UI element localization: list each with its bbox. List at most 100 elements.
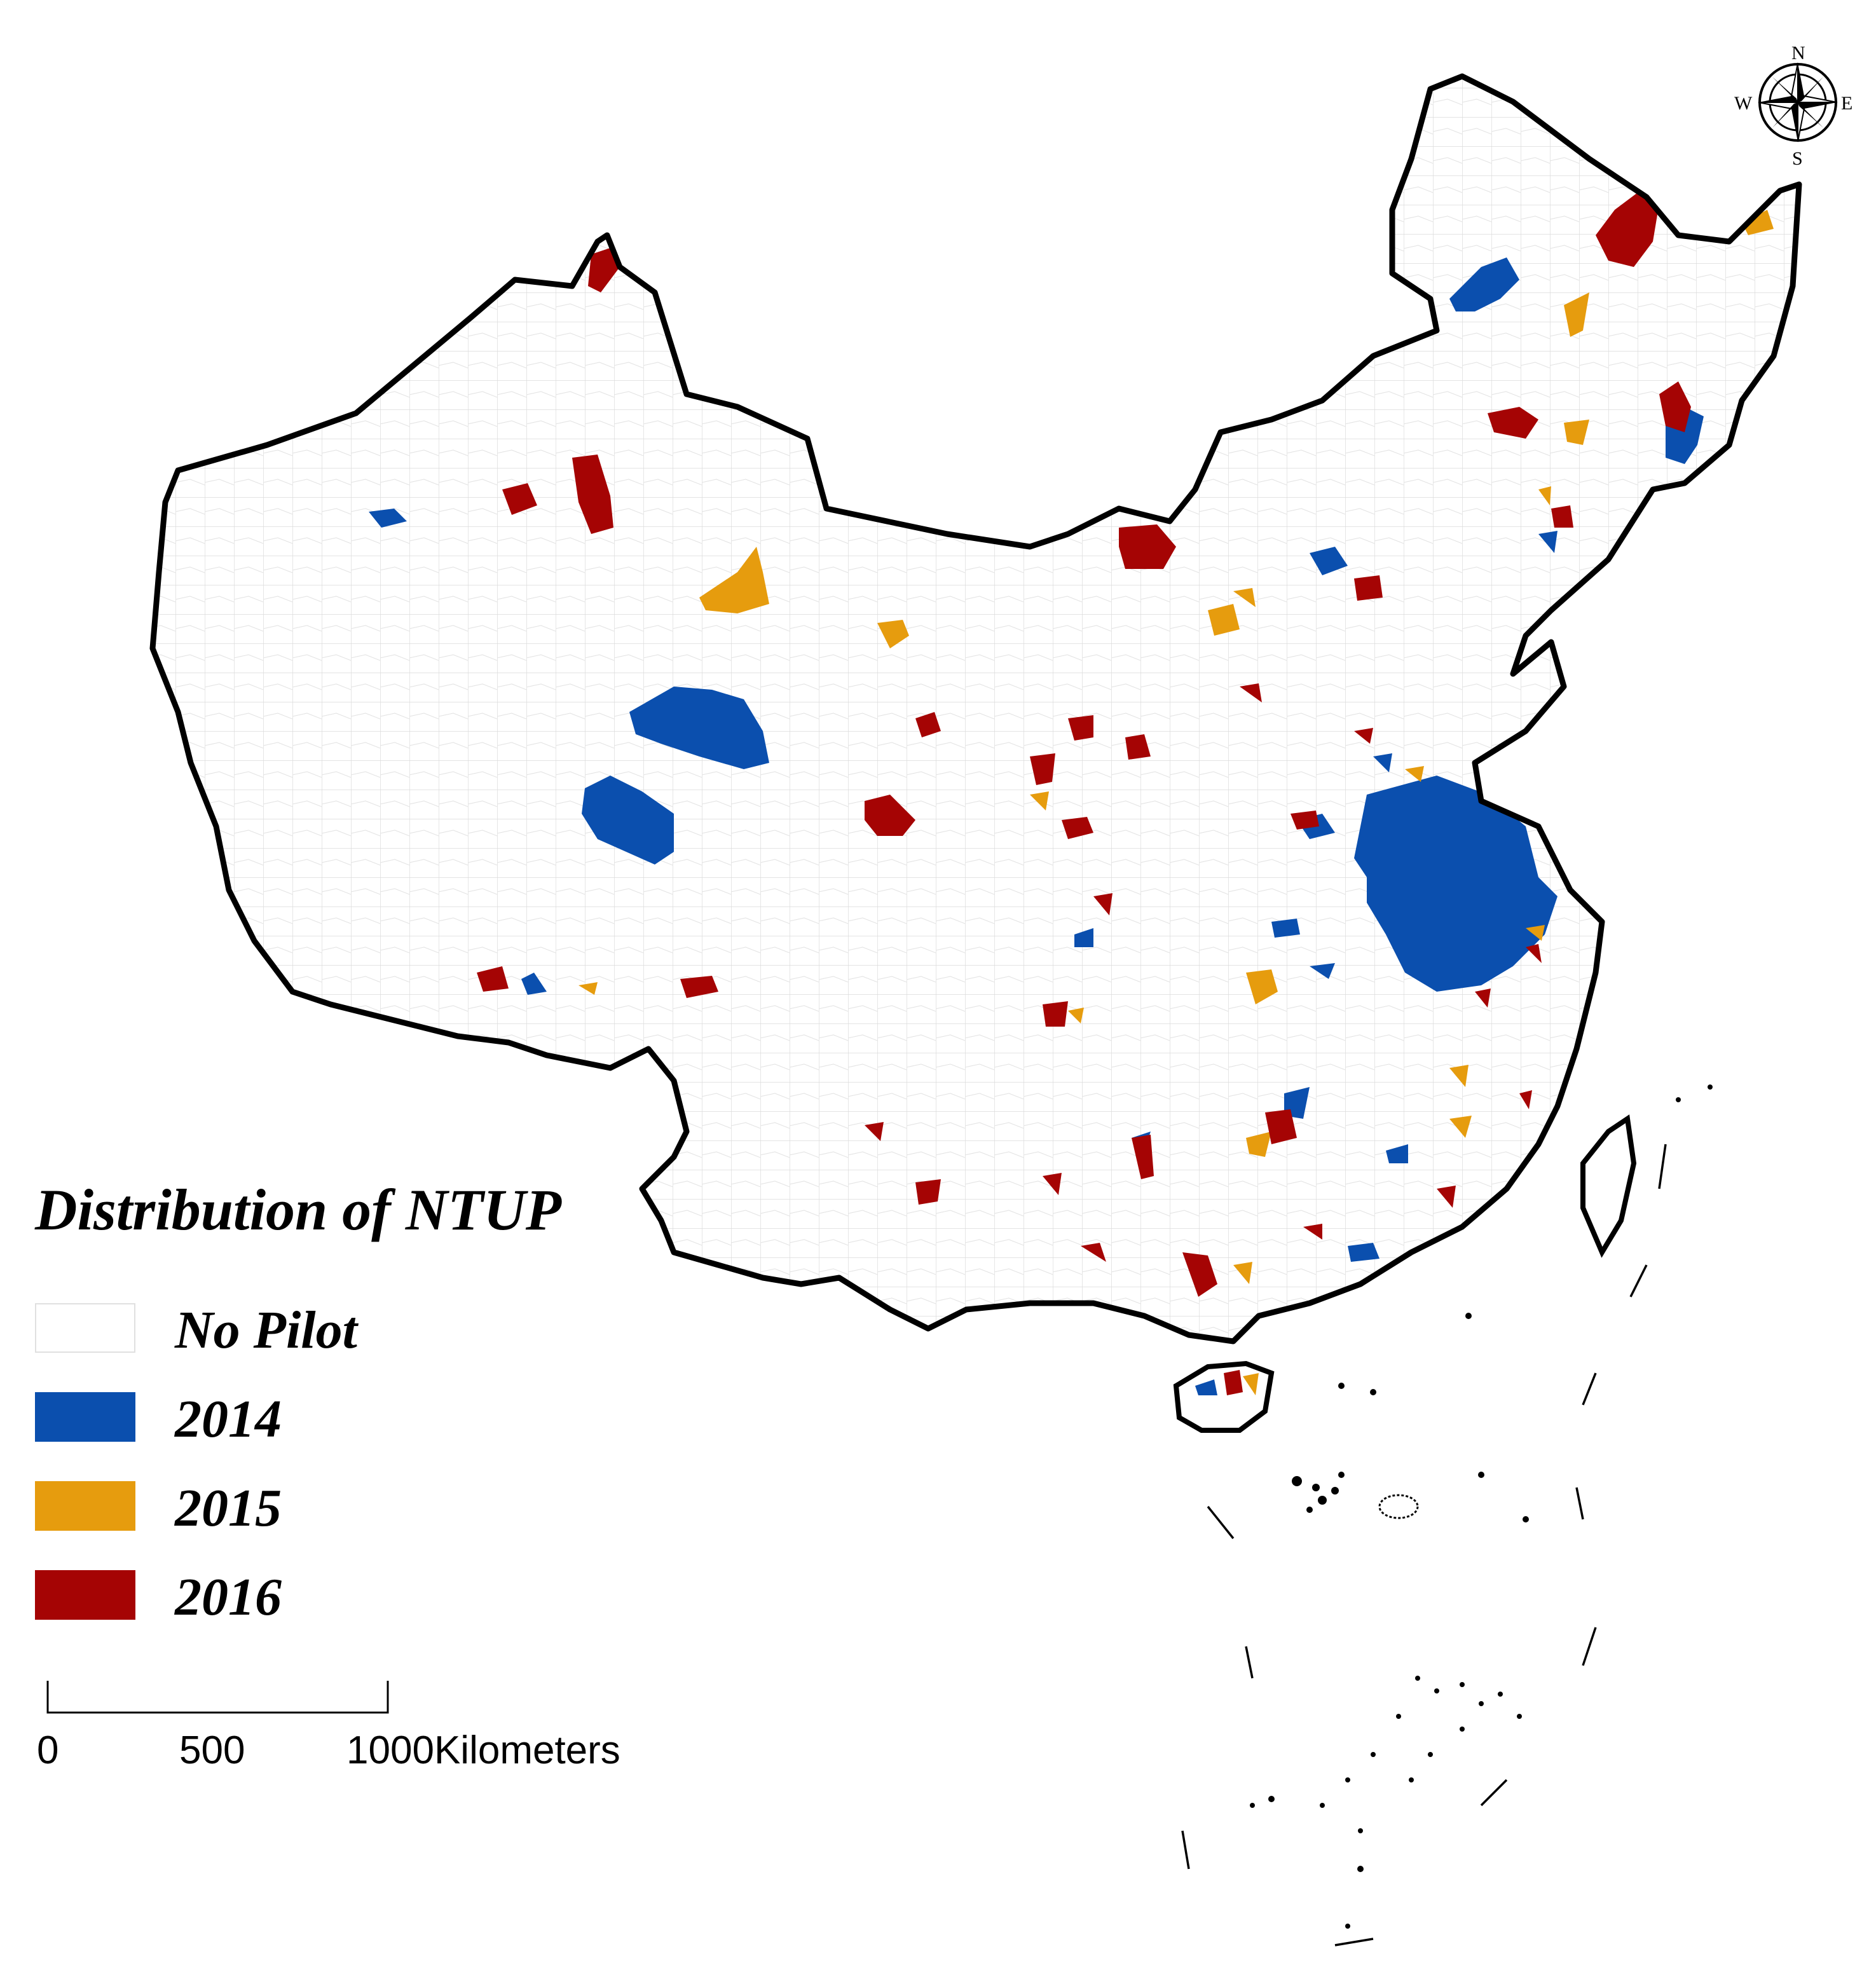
- region-2016-xinjiang-west: [502, 483, 537, 515]
- scale-label-0: 0: [37, 1728, 59, 1772]
- region-2016-qinghai-east: [865, 795, 915, 836]
- legend-label-2015: 2015: [175, 1479, 282, 1538]
- region-2015-fujian: [1449, 1116, 1472, 1138]
- legend-item-2015: 2015: [35, 1479, 671, 1538]
- pilot-regions-2015: [579, 210, 1774, 1284]
- pilot-regions-2016: [477, 191, 1691, 1297]
- legend-label-2016: 2016: [175, 1568, 282, 1627]
- region-2016-tibet-east: [680, 976, 718, 998]
- scale-label-1000: 1000Kilometers: [346, 1728, 620, 1773]
- region-2016-guangdong: [1303, 1224, 1322, 1240]
- compass-rose: N S E W: [1734, 43, 1852, 169]
- region-2016-zhejiang: [1526, 944, 1542, 963]
- region-2016-xinjiang-north: [588, 248, 620, 292]
- region-2016-yunnan-b: [865, 1122, 884, 1141]
- region-2015-guangxi: [1233, 1262, 1252, 1284]
- hainan-region-2015: [1243, 1373, 1259, 1395]
- region-2014-hubei: [1271, 919, 1300, 938]
- region-2015-heilongjiang-a: [1564, 292, 1589, 337]
- region-2014-heilongjiang: [1449, 257, 1519, 311]
- region-2014-jiangxi: [1310, 963, 1335, 979]
- region-2015-shaanxi: [1030, 791, 1049, 811]
- legend-swatch-no-pilot: [35, 1303, 135, 1353]
- region-2016-yunnan-a: [915, 1179, 941, 1205]
- region-2014-guangdong: [1348, 1243, 1380, 1262]
- region-2016-hubei: [1093, 893, 1113, 915]
- legend-item-no-pilot: No Pilot: [35, 1301, 671, 1360]
- compass-s: S: [1792, 148, 1803, 169]
- region-2015-gansu-west: [699, 547, 769, 613]
- region-2015-hubei: [1246, 969, 1278, 1004]
- hainan-region-2014: [1195, 1379, 1217, 1395]
- region-2015-liaoning: [1538, 486, 1551, 505]
- legend-label-no-pilot: No Pilot: [175, 1301, 357, 1360]
- region-2014-xinjiang: [369, 509, 407, 528]
- region-2016-shaanxi-a: [1068, 715, 1093, 741]
- region-2016-henan: [1291, 811, 1319, 830]
- region-2015-inner-mongolia: [1208, 604, 1240, 636]
- region-2016-fujian-coast: [1519, 1090, 1532, 1109]
- region-2016-chongqing: [1043, 1001, 1068, 1027]
- scale-label-1000-value: 1000: [346, 1728, 434, 1772]
- region-2014-tibet: [521, 973, 547, 995]
- compass-n: N: [1791, 43, 1805, 64]
- scale-label-500: 500: [179, 1728, 245, 1772]
- region-2016-ningxia: [1030, 753, 1055, 785]
- region-2014-jiangsu-anhui: [1354, 776, 1558, 992]
- hainan-region-2016: [1224, 1370, 1243, 1395]
- region-2015-hebei: [1233, 588, 1256, 607]
- region-2014-shandong: [1373, 753, 1392, 772]
- region-2015-sichuan: [1068, 1008, 1084, 1023]
- region-2016-fujian: [1437, 1186, 1456, 1208]
- region-2015-jilin: [1564, 420, 1589, 445]
- region-2016-sichuan-north: [1062, 817, 1093, 839]
- hainan-island: [1173, 1360, 1275, 1433]
- region-2016-liaoning: [1551, 505, 1573, 528]
- taiwan-island: [1580, 1114, 1637, 1258]
- region-2016-shaanxi-b: [1125, 734, 1151, 760]
- region-2016-inner-mongolia: [1119, 524, 1176, 569]
- dongsha-reef: [1378, 1494, 1419, 1519]
- region-2016-hunan-b: [1132, 1135, 1154, 1179]
- nine-dash-line: [1181, 1144, 1667, 1946]
- compass-w: W: [1734, 93, 1753, 114]
- legend-title: Distribution of NTUP: [35, 1177, 562, 1242]
- region-2016-gansu: [915, 712, 941, 737]
- region-2016-guangxi-a: [1182, 1252, 1217, 1297]
- south-china-sea-islands: [1250, 1084, 1713, 1929]
- legend-swatch-2014: [35, 1392, 135, 1442]
- region-2015-jiangsu: [1526, 925, 1545, 941]
- legend-swatch-2015: [35, 1481, 135, 1531]
- region-2015-hunan: [1246, 1132, 1271, 1157]
- region-2016-jilin-central: [1488, 407, 1538, 439]
- region-2016-shandong: [1354, 728, 1373, 744]
- region-2014-liaoning: [1538, 531, 1558, 553]
- region-2014-fujian: [1386, 1144, 1408, 1163]
- region-2015-shandong: [1405, 766, 1424, 782]
- region-2015-tibet: [579, 982, 598, 995]
- legend-item-2014: 2014: [35, 1390, 671, 1449]
- legend-swatch-2016: [35, 1570, 135, 1620]
- legend-label-2014: 2014: [175, 1390, 282, 1449]
- region-2016-hebei-a: [1354, 575, 1383, 601]
- region-2016-hebei-b: [1240, 683, 1262, 702]
- legend-item-2016: 2016: [35, 1568, 671, 1627]
- region-2015-heilongjiang-b: [1742, 210, 1774, 235]
- region-2016-xinjiang-east: [572, 455, 613, 534]
- scale-unit: Kilometers: [434, 1728, 620, 1772]
- region-2016-guangxi-b: [1081, 1243, 1106, 1262]
- region-2015-gansu-east: [877, 620, 909, 648]
- region-2014-hebei: [1310, 547, 1348, 575]
- region-2016-jilin-east: [1659, 381, 1691, 432]
- region-2014-sichuan: [1074, 928, 1093, 947]
- region-2016-guizhou: [1043, 1173, 1062, 1195]
- region-2015-jiangxi: [1449, 1065, 1469, 1087]
- region-2014-qinghai-north: [629, 687, 769, 769]
- region-2016-heilongjiang-north: [1596, 191, 1659, 267]
- region-2016-hunan-a: [1265, 1109, 1297, 1144]
- region-2016-jiangxi: [1475, 988, 1491, 1008]
- scale-bar: [46, 1681, 389, 1714]
- region-2014-qinghai-south: [582, 776, 674, 865]
- mainland-border: [149, 73, 1802, 1344]
